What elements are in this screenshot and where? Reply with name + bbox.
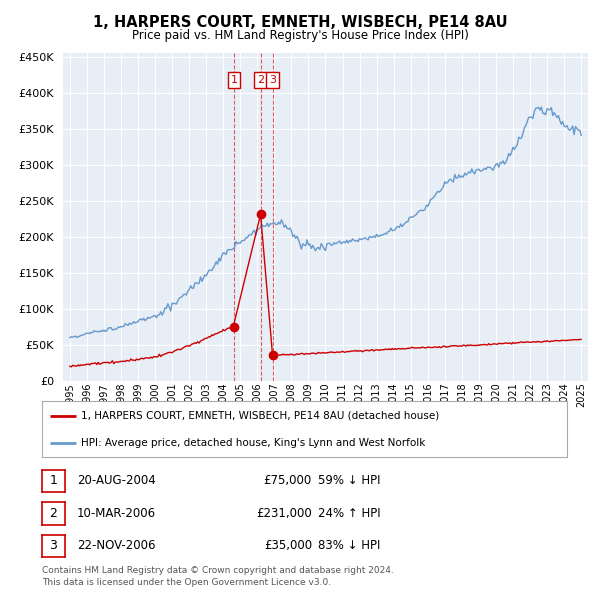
Text: HPI: Average price, detached house, King's Lynn and West Norfolk: HPI: Average price, detached house, King… [82,438,426,448]
Text: 24% ↑ HPI: 24% ↑ HPI [318,507,380,520]
Text: 1: 1 [49,474,58,487]
Text: Price paid vs. HM Land Registry's House Price Index (HPI): Price paid vs. HM Land Registry's House … [131,30,469,42]
Text: 1, HARPERS COURT, EMNETH, WISBECH, PE14 8AU (detached house): 1, HARPERS COURT, EMNETH, WISBECH, PE14 … [82,411,440,421]
Text: £35,000: £35,000 [264,539,312,552]
Text: £75,000: £75,000 [264,474,312,487]
Text: 3: 3 [49,539,58,552]
Text: 22-NOV-2006: 22-NOV-2006 [77,539,155,552]
Text: £231,000: £231,000 [256,507,312,520]
Text: 1, HARPERS COURT, EMNETH, WISBECH, PE14 8AU: 1, HARPERS COURT, EMNETH, WISBECH, PE14 … [92,15,508,30]
Text: 2: 2 [49,507,58,520]
Text: 83% ↓ HPI: 83% ↓ HPI [318,539,380,552]
Text: Contains HM Land Registry data © Crown copyright and database right 2024.
This d: Contains HM Land Registry data © Crown c… [42,566,394,587]
Text: 1: 1 [230,75,238,85]
Text: 59% ↓ HPI: 59% ↓ HPI [318,474,380,487]
Text: 10-MAR-2006: 10-MAR-2006 [77,507,156,520]
Text: 2: 2 [257,75,264,85]
Text: 3: 3 [269,75,276,85]
Text: 20-AUG-2004: 20-AUG-2004 [77,474,155,487]
